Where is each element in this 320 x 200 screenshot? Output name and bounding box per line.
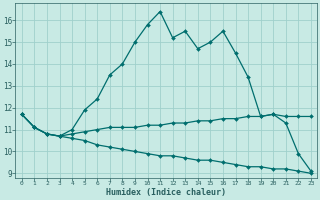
X-axis label: Humidex (Indice chaleur): Humidex (Indice chaleur) xyxy=(106,188,226,197)
